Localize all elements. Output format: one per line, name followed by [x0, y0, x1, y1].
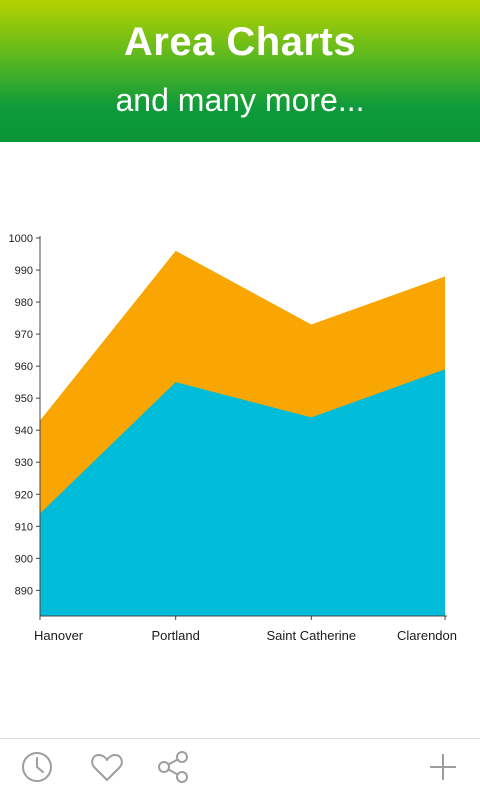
y-tick-label: 910	[15, 521, 33, 533]
y-tick-label: 960	[15, 361, 33, 373]
favorite-icon[interactable]	[89, 749, 125, 785]
add-icon[interactable]	[425, 749, 461, 785]
x-category-label: Clarendon	[397, 628, 457, 643]
y-tick-label: 1000	[9, 233, 33, 245]
header-title: Area Charts	[123, 20, 357, 64]
y-tick-label: 920	[15, 489, 33, 501]
x-category-label: Hanover	[34, 628, 84, 643]
y-tick-label: 990	[15, 265, 33, 277]
y-tick-label: 900	[15, 553, 33, 565]
promo-header: Area Charts and many more...	[0, 0, 480, 142]
y-tick-label: 950	[15, 393, 33, 405]
area-series-1	[40, 369, 445, 616]
history-icon[interactable]	[19, 749, 55, 785]
y-tick-label: 890	[15, 585, 33, 597]
bottom-toolbar	[0, 738, 480, 801]
share-icon[interactable]	[155, 749, 191, 785]
area-chart: 1000 990 980 970 960 950 940 930 920 910 900 890 Han…	[0, 142, 480, 738]
y-tick-label: 930	[15, 457, 33, 469]
area-chart-svg: 1000 990 980 970 960 950 940 930 920 910 900 890 Han…	[9, 233, 457, 643]
x-category-label: Portland	[151, 628, 199, 643]
y-tick-label: 980	[15, 297, 33, 309]
y-tick-label: 940	[15, 425, 33, 437]
x-category-label: Saint Catherine	[267, 628, 357, 643]
y-tick-label: 970	[15, 329, 33, 341]
header-subtitle: and many more...	[115, 82, 365, 118]
